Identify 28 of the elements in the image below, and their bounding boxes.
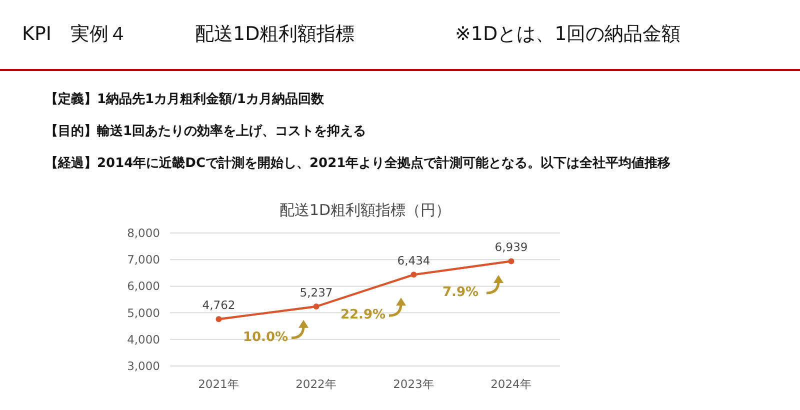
text: ※1Dとは、1回の納品金額 [455, 23, 681, 45]
y-tick-label: 7,000 [127, 252, 160, 267]
annotation: 7.9% [442, 284, 479, 300]
x-tick-label: 2023年 [393, 377, 434, 391]
text: 【経過】2014年に近畿DCで計測を開始し、2021年より全拠点で計測可能となる。以下は全社平均値推移 [45, 155, 671, 171]
y-tick-label: 3,000 [127, 359, 160, 373]
x-tick-label: 2022年 [296, 377, 337, 391]
point [410, 272, 417, 278]
y-tick-label: 4,000 [127, 332, 160, 346]
annotation: 10.0% [242, 330, 288, 345]
annotation: 22.9% [340, 308, 386, 323]
text: 【定義】1納品先1カ月粗利金額/1カ月納品回数 [45, 91, 325, 107]
text: 【目的】輸送1回あたりの効率を上げ、コストを抑える [45, 123, 366, 139]
y-tick-label: 8,000 [127, 226, 160, 240]
x-tick-label: 2024年 [490, 377, 532, 391]
chart-title: 配送1D粗利額指標（円） [279, 201, 451, 219]
data-label: 6,939 [494, 240, 528, 254]
data-label: 4,762 [202, 298, 236, 312]
data-label: 6,434 [397, 254, 430, 268]
point [508, 258, 514, 264]
x-tick-label: 2021年 [198, 377, 240, 391]
point [216, 316, 222, 322]
text: KPI 実例４ [22, 23, 128, 45]
text: 配送1D粗利額指標 [195, 23, 355, 45]
point [313, 303, 320, 310]
y-tick-label: 5,000 [127, 306, 160, 320]
data-label: 5,237 [300, 285, 333, 300]
y-tick-label: 6,000 [127, 279, 160, 294]
